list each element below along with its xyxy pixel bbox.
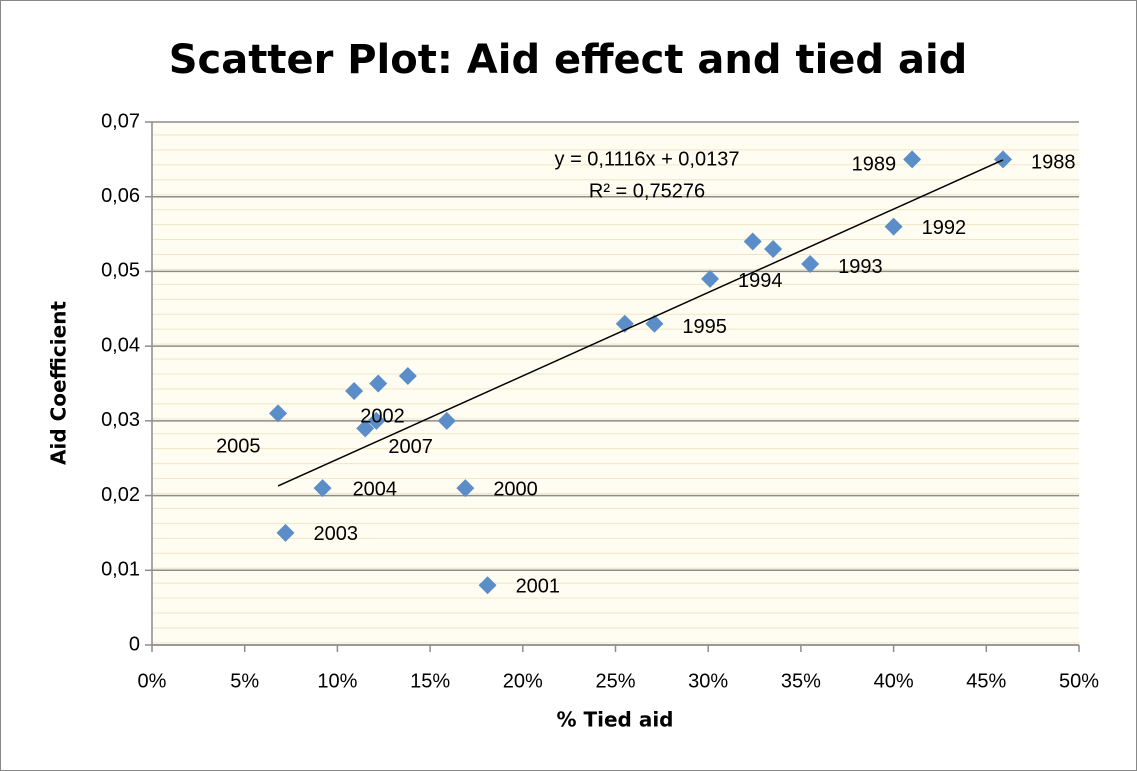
data-label: 2001 [516,576,561,598]
x-tick-label: 50% [1059,670,1099,692]
data-point [903,150,922,169]
y-tick-label: 0,02 [101,484,140,506]
data-label: 1988 [1031,152,1076,174]
x-tick-label: 30% [688,670,728,692]
y-tick-label: 0 [129,633,140,655]
x-axis-title: % Tied aid [556,708,673,732]
data-label: 2002 [360,406,405,428]
x-tick-label: 40% [874,670,914,692]
data-point [367,411,386,430]
data-point [743,232,762,251]
data-point [276,523,295,542]
data-point [884,217,903,236]
data-point [313,479,332,498]
data-point [345,381,364,400]
data-label: 2004 [353,478,398,500]
data-point [993,150,1012,169]
x-tick-label: 35% [781,670,821,692]
data-label: 2005 [216,436,261,458]
y-axis-title: Aid Coefficient [47,301,71,465]
y-tick-label: 0,05 [101,260,140,282]
y-tick-label: 0,01 [101,559,140,581]
x-tick-label: 25% [595,670,635,692]
y-tick-label: 0,03 [101,409,140,431]
data-point [398,367,417,386]
data-point [437,411,456,430]
plot-area [152,122,1079,645]
x-tick-label: 45% [966,670,1006,692]
x-tick-label: 10% [317,670,357,692]
data-point [456,479,475,498]
data-point [478,576,497,595]
data-label: 2007 [388,436,433,458]
data-point [269,404,288,423]
y-tick-label: 0,04 [101,334,140,356]
y-tick-label: 0,07 [101,110,140,132]
data-point [764,240,783,259]
trendline [277,159,1004,487]
data-point [701,269,720,288]
x-tick-label: 0% [138,670,167,692]
data-label: 2000 [493,478,538,500]
chart-title: Scatter Plot: Aid effect and tied aid [169,37,968,83]
data-point [356,419,375,438]
data-point [801,254,820,273]
data-label: 2003 [313,523,358,545]
y-tick-label: 0,06 [101,185,140,207]
data-label: 1993 [838,256,883,278]
x-tick-label: 15% [410,670,450,692]
trendline-r-squared: R² = 0,75276 [589,180,705,202]
data-label: 1992 [922,217,967,239]
data-label: 1995 [682,316,727,338]
data-label: 1989 [852,154,897,176]
data-point [369,374,388,393]
trendline-equation: y = 0,1116x + 0,0137 [555,148,740,170]
x-tick-label: 20% [503,670,543,692]
data-label: 1994 [738,270,783,292]
x-tick-label: 5% [230,670,259,692]
